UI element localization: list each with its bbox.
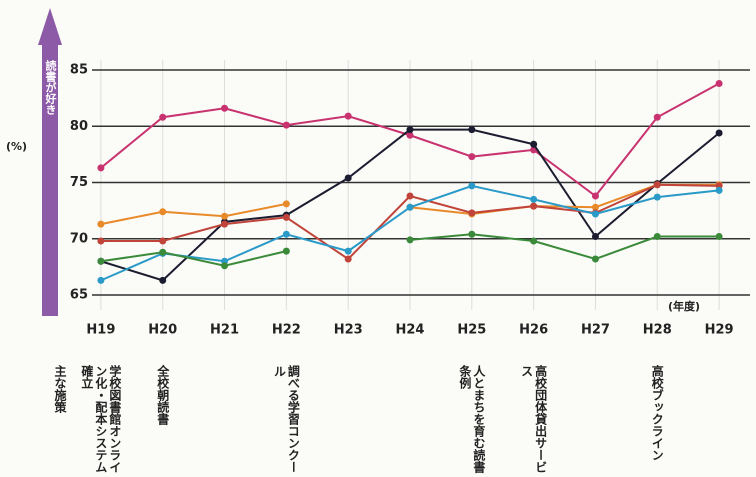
point	[653, 181, 661, 189]
x-tick-label: H26	[519, 323, 548, 338]
x-tick-label: H27	[581, 323, 610, 338]
measures-label: 主な施策	[53, 365, 67, 413]
point	[530, 202, 538, 210]
point	[406, 192, 414, 200]
point	[653, 193, 661, 201]
point	[715, 129, 723, 137]
measure: 学校図書館オンライン化・配本システム確立	[79, 365, 122, 473]
point	[221, 220, 229, 228]
point	[282, 230, 290, 238]
point	[97, 276, 105, 284]
point	[97, 237, 105, 245]
point	[591, 203, 599, 211]
x-tick-label: H22	[272, 323, 301, 338]
point	[530, 140, 538, 148]
point	[159, 237, 167, 245]
point	[468, 209, 476, 217]
point	[97, 257, 105, 265]
y-axis-arrow	[38, 8, 62, 316]
measure: 高校団体貸出サービス	[519, 365, 548, 473]
y-tick-label: 75	[70, 175, 88, 190]
point	[159, 248, 167, 256]
point	[97, 220, 105, 228]
point	[282, 213, 290, 221]
x-tick-label: H25	[457, 323, 486, 338]
point	[468, 153, 476, 161]
y-tick-label: 80	[70, 119, 88, 134]
point	[715, 233, 723, 240]
point	[221, 212, 229, 220]
x-tick-label: H20	[148, 323, 177, 338]
y-tick-label: 85	[70, 63, 88, 78]
x-tick-label: H23	[334, 323, 363, 338]
point	[468, 230, 476, 238]
point	[715, 80, 723, 87]
y-label: 読書が好き	[44, 60, 57, 115]
measure: 高校ブックライン	[650, 365, 665, 461]
y-tick-label: 70	[70, 231, 88, 246]
point	[715, 186, 723, 194]
point	[468, 182, 476, 190]
point	[159, 113, 167, 121]
x-tick-label: H28	[643, 323, 672, 338]
point	[159, 208, 167, 216]
point	[530, 237, 538, 245]
measure: 全校朝読書	[155, 365, 170, 425]
point	[591, 210, 599, 218]
point	[344, 112, 352, 120]
point	[406, 131, 414, 139]
measure: 調べる学習コンクール	[272, 365, 301, 473]
point	[591, 233, 599, 240]
point	[591, 192, 599, 200]
point	[653, 233, 661, 240]
point	[653, 113, 661, 121]
x-tick-label: H29	[705, 323, 734, 338]
point	[591, 255, 599, 263]
point	[344, 255, 352, 263]
point	[97, 164, 105, 172]
x-unit: (年度)	[668, 300, 701, 313]
series-line	[100, 233, 720, 267]
point	[406, 203, 414, 211]
point	[406, 126, 414, 134]
x-tick-label: H24	[396, 323, 425, 338]
point	[221, 262, 229, 270]
x-tick-label: H19	[86, 323, 115, 338]
point	[406, 236, 414, 244]
point	[344, 247, 352, 255]
y-tick-label: 65	[70, 288, 88, 303]
point	[159, 276, 167, 284]
point	[530, 195, 538, 203]
point	[344, 174, 352, 182]
point	[282, 121, 290, 129]
y-unit: (%)	[6, 140, 28, 153]
measure: 人とまちを育む読書条例	[457, 365, 486, 473]
point	[468, 126, 476, 134]
point	[282, 200, 290, 208]
x-tick-label: H21	[210, 323, 239, 338]
point	[282, 247, 290, 255]
point	[221, 104, 229, 112]
